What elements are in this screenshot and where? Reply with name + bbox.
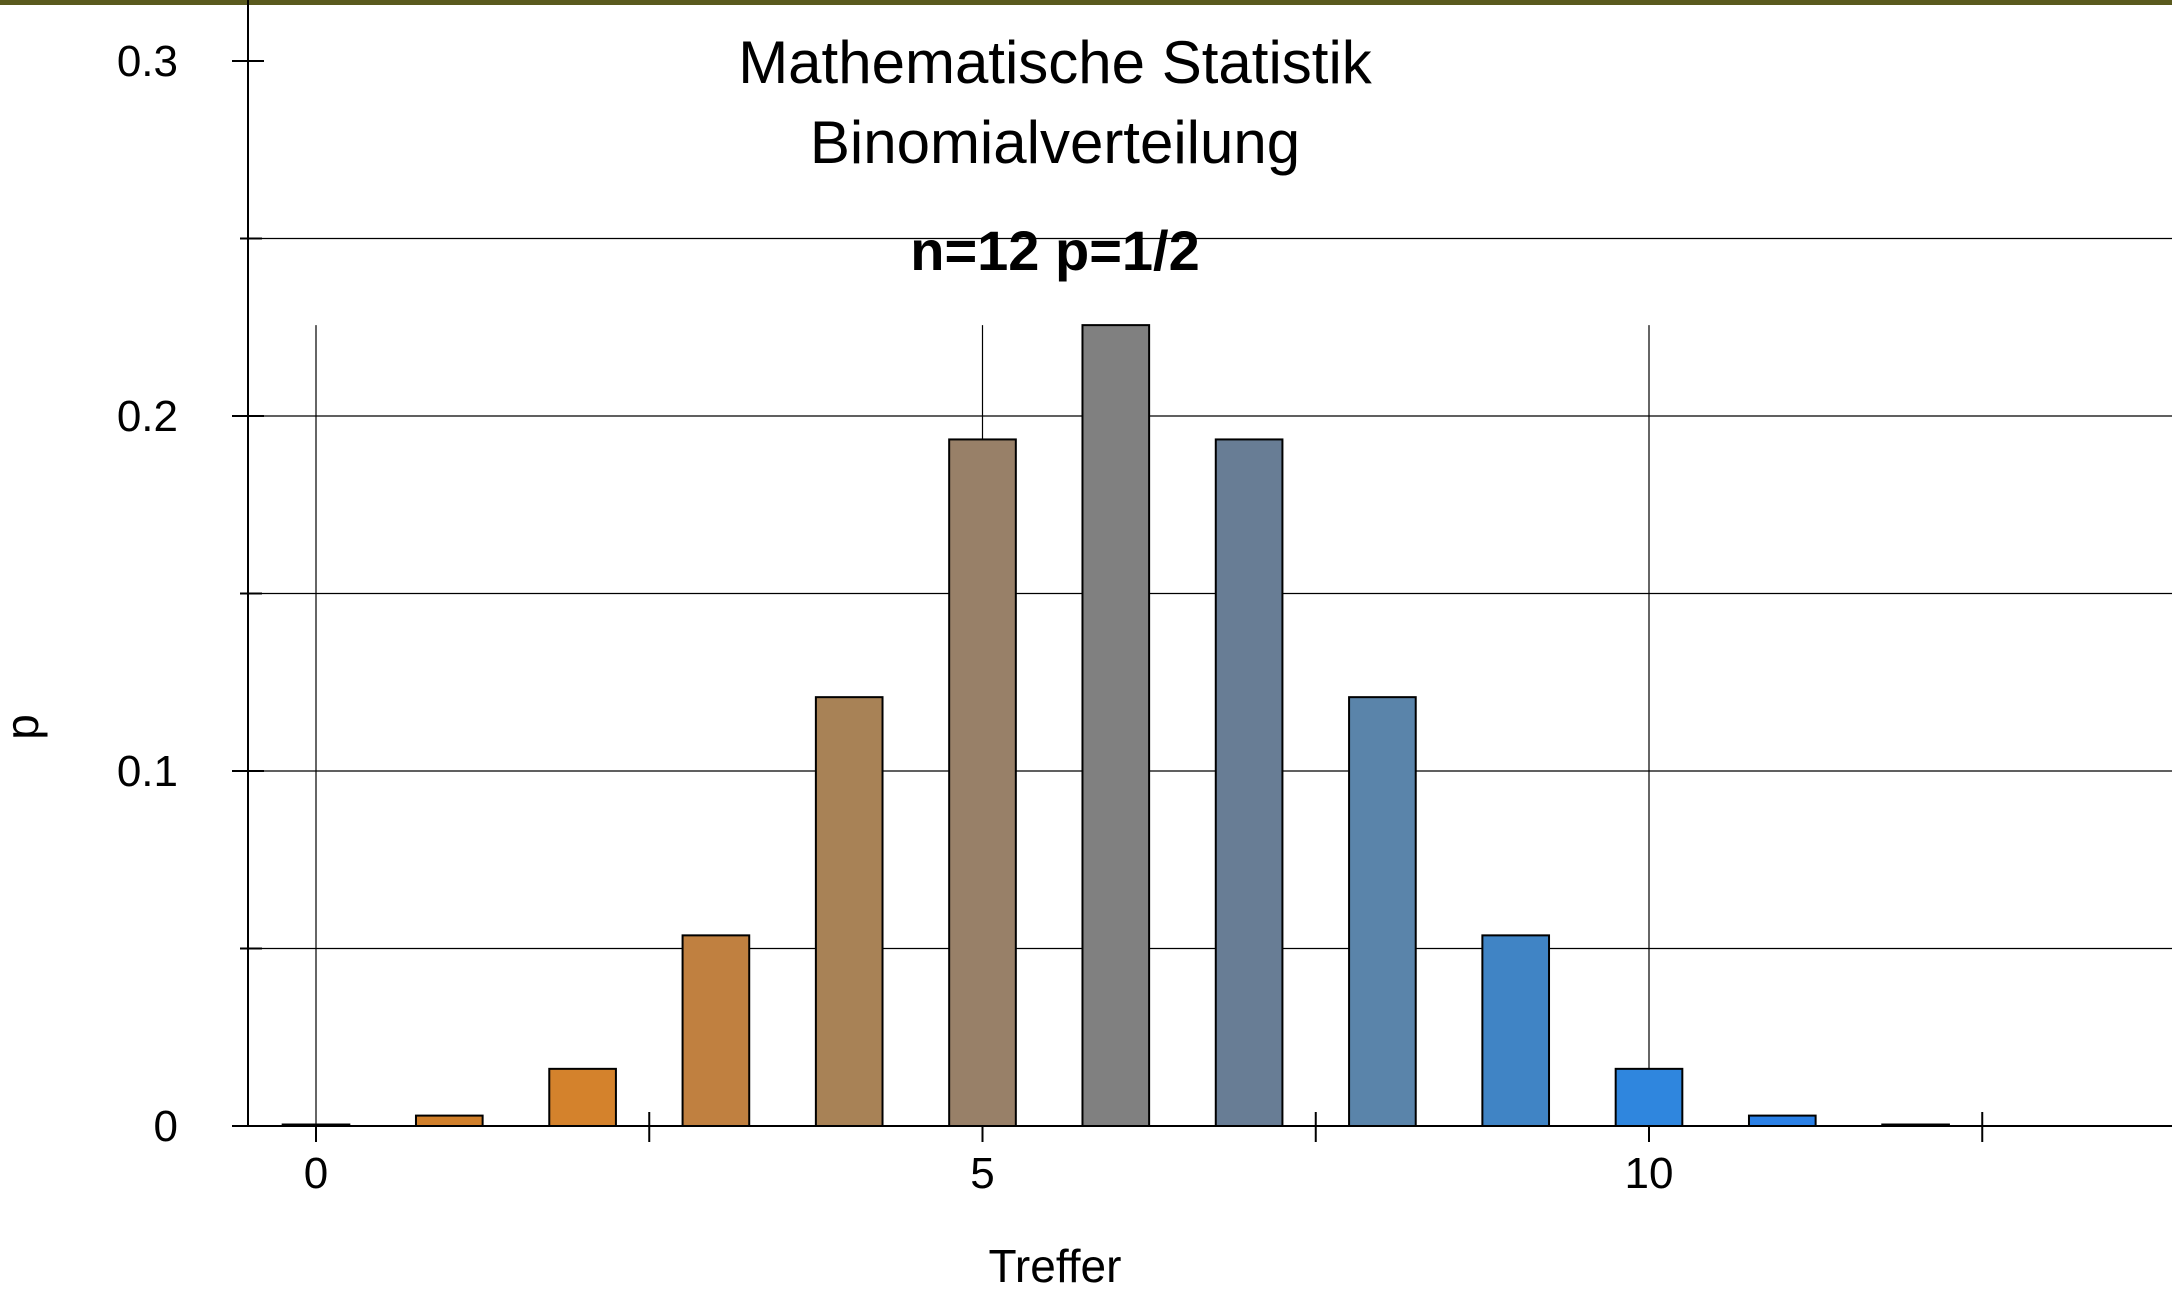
bar-11 bbox=[1747, 1114, 1817, 1128]
y-tick-label-3: 0.3 bbox=[117, 37, 178, 86]
y-axis-label: p bbox=[0, 714, 48, 740]
x-tick-label-1: 5 bbox=[970, 1149, 994, 1198]
bar-4 bbox=[814, 696, 884, 1127]
x-tick-label-0: 0 bbox=[304, 1149, 328, 1198]
bar-5 bbox=[948, 438, 1017, 1127]
ticks-layer: 0 0.1 0.2 0.3 0 5 10 bbox=[117, 37, 1984, 1198]
chart-subtitle: n=12 p=1/2 bbox=[910, 219, 1200, 282]
bar-7 bbox=[1214, 438, 1284, 1127]
bar-3 bbox=[681, 934, 751, 1127]
x-axis-label: Treffer bbox=[989, 1240, 1122, 1289]
bars-layer bbox=[281, 324, 1950, 1128]
axes-layer bbox=[232, 0, 2172, 1127]
bar-9 bbox=[1481, 934, 1551, 1127]
grid-layer bbox=[248, 237, 2172, 1126]
top-border bbox=[0, 0, 2172, 5]
y-tick-label-2: 0.2 bbox=[117, 392, 178, 441]
bar-8 bbox=[1348, 696, 1417, 1127]
y-tick-label-0: 0 bbox=[154, 1102, 178, 1151]
title-layer: Mathematische Statistik Binomialverteilu… bbox=[738, 29, 1373, 282]
bar-2 bbox=[548, 1067, 617, 1127]
y-tick-label-1: 0.1 bbox=[117, 747, 178, 796]
x-tick-label-2: 10 bbox=[1625, 1149, 1674, 1198]
bar-1 bbox=[414, 1114, 484, 1128]
chart-title-line-2: Binomialverteilung bbox=[810, 109, 1300, 176]
chart-title-line-1: Mathematische Statistik bbox=[738, 29, 1373, 96]
bar-10 bbox=[1614, 1067, 1684, 1127]
bar-6 bbox=[1081, 324, 1151, 1127]
